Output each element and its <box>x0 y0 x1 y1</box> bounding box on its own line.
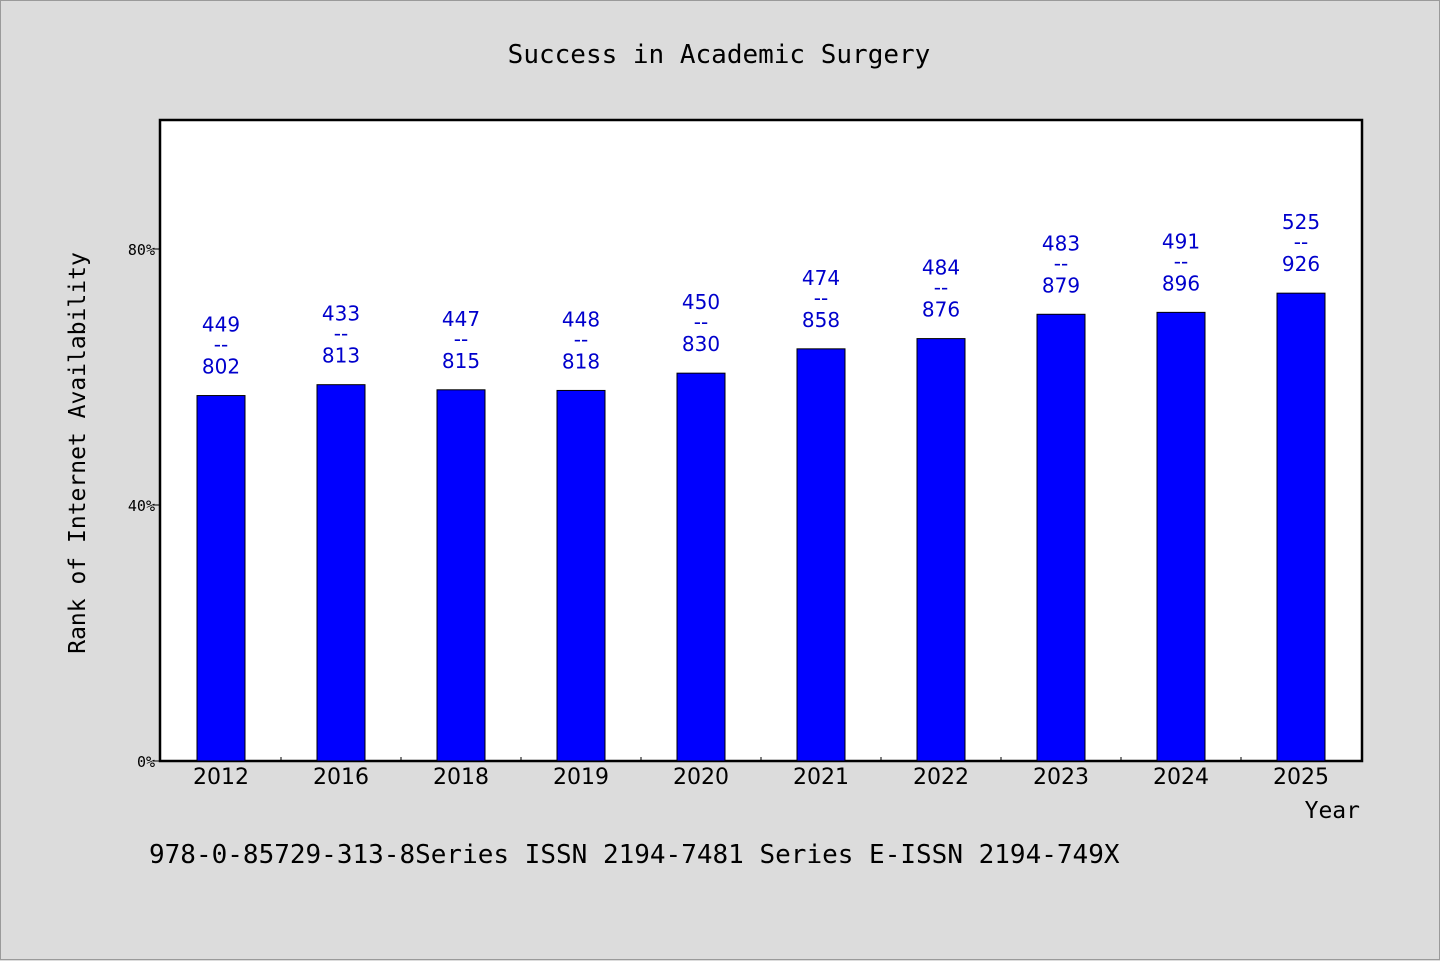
bar-series: 449--802433--813447--815448--818450--830… <box>196 210 1326 762</box>
y-tick-label: 0% <box>137 753 155 771</box>
bar-2021 <box>796 348 846 762</box>
data-label-2024-top: 491 <box>1162 229 1200 253</box>
x-tick-label-2020: 2020 <box>673 765 729 790</box>
data-label-2019-bottom: 818 <box>562 349 600 373</box>
data-label-2025-top: 525 <box>1282 210 1320 234</box>
chart-title: Success in Academic Surgery <box>508 40 931 70</box>
data-label-2019-top: 448 <box>562 307 600 331</box>
bar-2022 <box>916 338 966 762</box>
x-tick-label-2023: 2023 <box>1033 765 1089 790</box>
x-tick-label-2012: 2012 <box>193 765 249 790</box>
data-label-2018-top: 447 <box>442 307 480 331</box>
x-tick-label-2018: 2018 <box>433 765 489 790</box>
x-tick-label-2019: 2019 <box>553 765 609 790</box>
data-label-2021-sep: -- <box>814 286 828 310</box>
y-tick-label: 80% <box>128 241 155 259</box>
data-label-2021-top: 474 <box>802 266 840 290</box>
data-label-2020-top: 450 <box>682 290 720 314</box>
data-label-2019-sep: -- <box>574 327 588 351</box>
footer-isbn-text: 978-0-85729-313-8Series ISSN 2194-7481 S… <box>149 840 1120 870</box>
data-label-2024-sep: -- <box>1174 249 1188 273</box>
data-label-2023-sep: -- <box>1054 251 1068 275</box>
data-label-2020-bottom: 830 <box>682 332 720 356</box>
bar-2024 <box>1156 311 1206 762</box>
x-tick-label-2022: 2022 <box>913 765 969 790</box>
data-label-2016-bottom: 813 <box>322 344 360 368</box>
bar-2020 <box>676 372 726 762</box>
data-label-2022-bottom: 876 <box>922 298 960 322</box>
x-axis-title: Year <box>1305 798 1360 824</box>
data-label-2016-sep: -- <box>334 322 348 346</box>
bar-2018 <box>436 389 486 762</box>
data-label-2012-bottom: 802 <box>202 355 240 379</box>
bar-2016 <box>316 384 366 762</box>
bar-2012 <box>196 395 246 762</box>
data-label-2018-bottom: 815 <box>442 349 480 373</box>
data-label-2021-bottom: 858 <box>802 308 840 332</box>
data-label-2012-sep: -- <box>214 333 228 357</box>
x-tick-label-2021: 2021 <box>793 765 849 790</box>
bar-2023 <box>1036 313 1086 762</box>
y-axis-title: Rank of Internet Availability <box>65 252 91 654</box>
data-label-2022-sep: -- <box>934 276 948 300</box>
data-label-2016-top: 433 <box>322 302 360 326</box>
data-label-2022-top: 484 <box>922 256 960 280</box>
bar-2025 <box>1276 292 1326 762</box>
y-tick-label: 40% <box>128 497 155 515</box>
data-label-2012-top: 449 <box>202 313 240 337</box>
data-label-2025-bottom: 926 <box>1282 252 1320 276</box>
data-label-2025-sep: -- <box>1294 230 1308 254</box>
data-label-2024-bottom: 896 <box>1162 271 1200 295</box>
data-label-2018-sep: -- <box>454 327 468 351</box>
bar-2019 <box>556 389 606 762</box>
x-tick-label-2025: 2025 <box>1273 765 1329 790</box>
x-tick-label-2016: 2016 <box>313 765 369 790</box>
data-label-2023-top: 483 <box>1042 231 1080 255</box>
data-label-2020-sep: -- <box>694 310 708 334</box>
x-tick-label-2024: 2024 <box>1153 765 1209 790</box>
data-label-2023-bottom: 879 <box>1042 273 1080 297</box>
axis-ticks: 2012 2016 2018 2019 2020 2021 2022 2023 2024 2025… <box>128 241 1329 790</box>
